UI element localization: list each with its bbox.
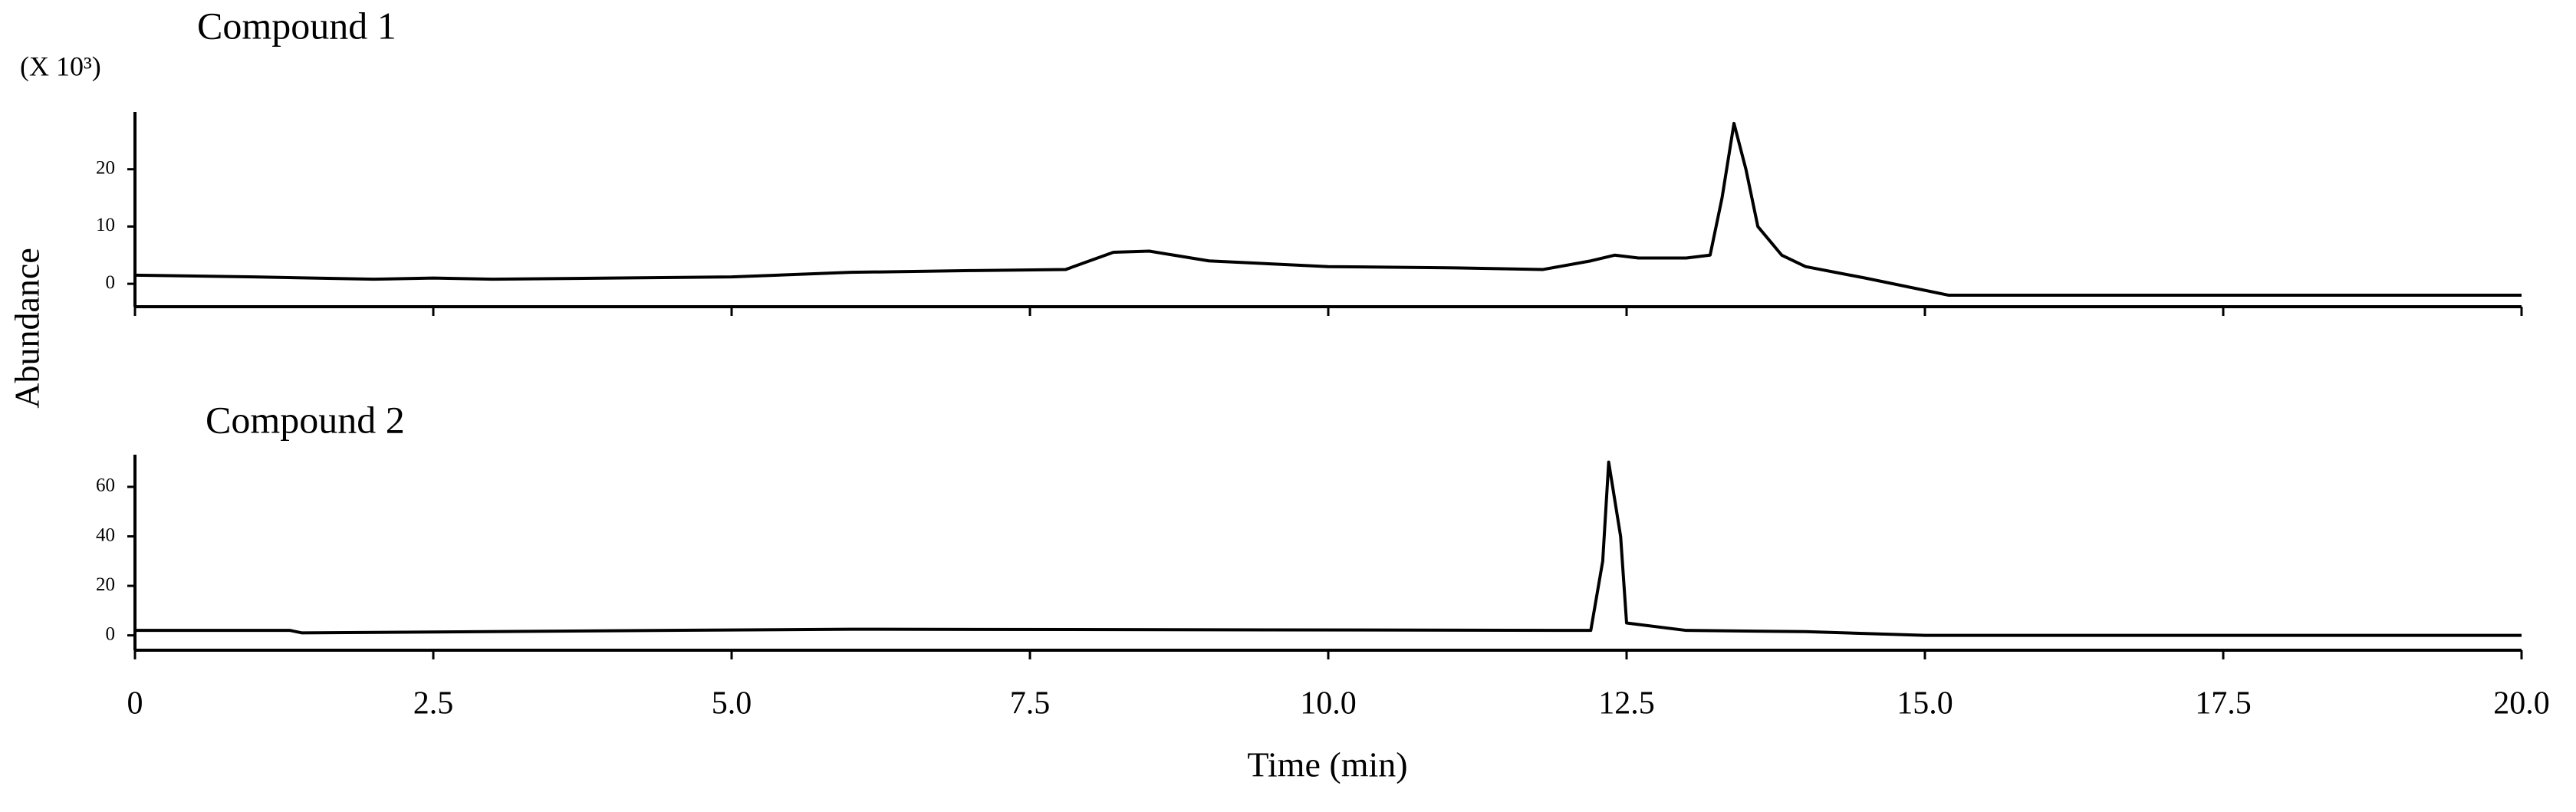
x-tick-label: 12.5 xyxy=(1598,686,1655,722)
x-tick-label: 0 xyxy=(127,686,143,722)
y-axis-label: Abundance xyxy=(8,248,47,408)
x-tick-label: 5.0 xyxy=(712,686,752,722)
x-tick-label: 10.0 xyxy=(1300,686,1357,722)
y-tick-label: 40 xyxy=(96,524,115,545)
y-unit: (X 10³) xyxy=(20,51,101,81)
y-tick-label: 0 xyxy=(106,272,116,293)
y-tick-label: 20 xyxy=(96,157,115,178)
x-axis-label: Time (min) xyxy=(1247,745,1407,784)
chart-title: Compound 1 xyxy=(197,4,396,47)
data-line xyxy=(135,460,2522,637)
data-line xyxy=(134,121,2522,298)
y-tick-label: 60 xyxy=(96,475,115,496)
y-tick-label: 10 xyxy=(96,215,115,235)
x-tick-label: 17.5 xyxy=(2195,686,2252,722)
x-tick-label: 20.0 xyxy=(2493,686,2550,722)
x-tick-label: 15.0 xyxy=(1897,686,1953,722)
chart-title: Compound 2 xyxy=(206,398,405,441)
x-tick-label: 2.5 xyxy=(413,686,454,722)
y-tick-label: 0 xyxy=(106,623,116,644)
y-tick-label: 20 xyxy=(96,574,115,595)
x-tick-label: 7.5 xyxy=(1010,686,1051,722)
